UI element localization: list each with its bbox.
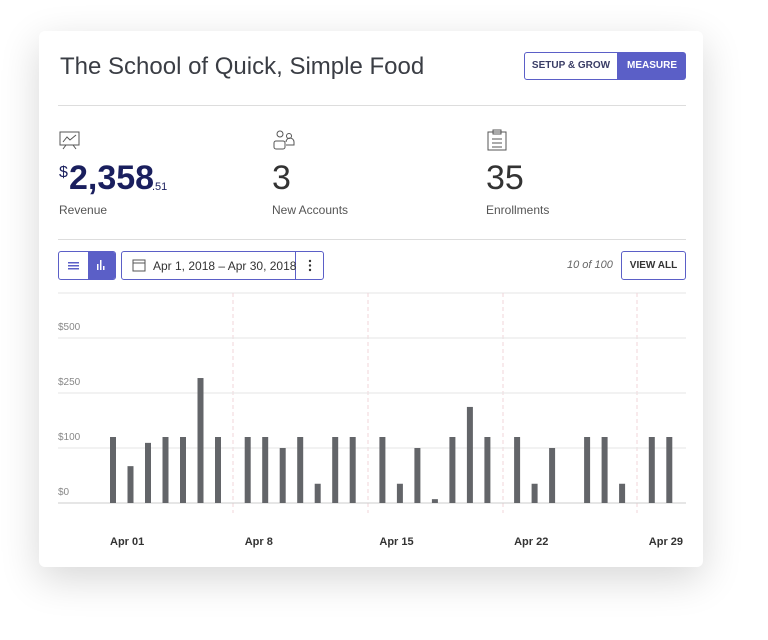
bar — [648, 437, 655, 503]
toolbar-icons — [68, 259, 312, 272]
y-tick-label: $0 — [58, 487, 70, 498]
date-picker[interactable] — [121, 251, 324, 280]
bar — [601, 437, 608, 503]
list-icon — [68, 268, 79, 270]
bar — [414, 448, 421, 503]
stat-label: New Accounts — [272, 203, 349, 217]
stat-label: Revenue — [59, 203, 108, 217]
bar — [262, 437, 269, 503]
bar — [431, 499, 438, 503]
icon-accounts — [276, 130, 284, 138]
menu-dot — [308, 264, 312, 267]
menu-dot — [308, 268, 312, 272]
icon-accounts — [285, 137, 295, 146]
week-dividers — [232, 293, 638, 513]
y-tick-label: $100 — [58, 432, 81, 443]
bar — [349, 437, 356, 503]
bar — [145, 442, 151, 503]
icon-accounts — [273, 140, 286, 150]
bar — [666, 437, 673, 503]
bar-icon — [103, 266, 105, 270]
bar — [332, 437, 339, 503]
stat-suffix: .51 — [152, 181, 168, 193]
x-tick-label: Apr 8 — [245, 536, 273, 548]
bar — [180, 437, 186, 503]
bar — [549, 448, 556, 503]
tab[interactable]: SETUP & GROW — [524, 52, 618, 80]
bar — [619, 483, 626, 503]
list-icon — [68, 265, 79, 267]
bar — [110, 437, 116, 503]
bar — [127, 466, 134, 503]
bar — [379, 437, 386, 503]
bar — [466, 406, 473, 503]
icons — [59, 129, 507, 272]
bar-icon — [97, 264, 99, 270]
icon-leg — [62, 144, 67, 150]
stat-prefix: $ — [59, 164, 68, 181]
bar — [584, 437, 591, 503]
x-tick-label: Apr 22 — [514, 536, 548, 548]
bar — [396, 483, 403, 503]
stat-value: 2,358 — [69, 159, 155, 197]
divider — [295, 252, 296, 279]
x-tick-label: Apr 01 — [110, 536, 144, 548]
title: The School of Quick, Simple Food — [60, 53, 425, 80]
bar-icon — [100, 260, 102, 270]
icon-calendar — [132, 259, 146, 272]
icon-enrollments — [492, 129, 502, 135]
bar — [449, 437, 456, 503]
list-icon — [68, 262, 79, 264]
y-tick-label: $250 — [58, 377, 81, 388]
bar — [297, 437, 304, 503]
icon-revenue-line — [62, 134, 77, 143]
bar — [279, 448, 286, 503]
bar — [215, 437, 221, 503]
bar — [514, 437, 521, 503]
bar — [197, 378, 204, 503]
y-tick-label: $500 — [58, 322, 81, 333]
count: 10 of 100 — [567, 259, 613, 271]
stat-label: Enrollments — [486, 203, 550, 217]
divider — [58, 105, 686, 106]
bar — [484, 437, 491, 503]
menu-dot — [308, 259, 312, 263]
icon-enrollments — [487, 131, 507, 151]
divider — [58, 239, 686, 240]
x-tick-label: Apr 29 — [649, 536, 683, 548]
icon-revenue — [59, 131, 80, 146]
bar — [531, 483, 538, 503]
x-tick-label: Apr 15 — [379, 536, 413, 548]
icon-leg — [72, 144, 77, 150]
date-range: Apr 1, 2018 – Apr 30, 2018 — [153, 259, 297, 273]
stat-value: 3 — [272, 159, 291, 197]
bar — [314, 483, 321, 503]
view-all-button[interactable]: VIEW ALL — [621, 251, 686, 280]
stat-value: 35 — [486, 159, 524, 197]
tab-active[interactable]: MEASURE — [618, 52, 686, 80]
bar — [244, 437, 251, 503]
bar — [162, 437, 169, 503]
